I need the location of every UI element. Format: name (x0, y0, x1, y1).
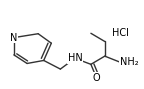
Text: NH₂: NH₂ (120, 57, 139, 67)
Text: N: N (10, 33, 18, 43)
Text: HCl: HCl (112, 28, 129, 38)
Text: O: O (93, 73, 100, 83)
Text: HN: HN (68, 53, 82, 63)
